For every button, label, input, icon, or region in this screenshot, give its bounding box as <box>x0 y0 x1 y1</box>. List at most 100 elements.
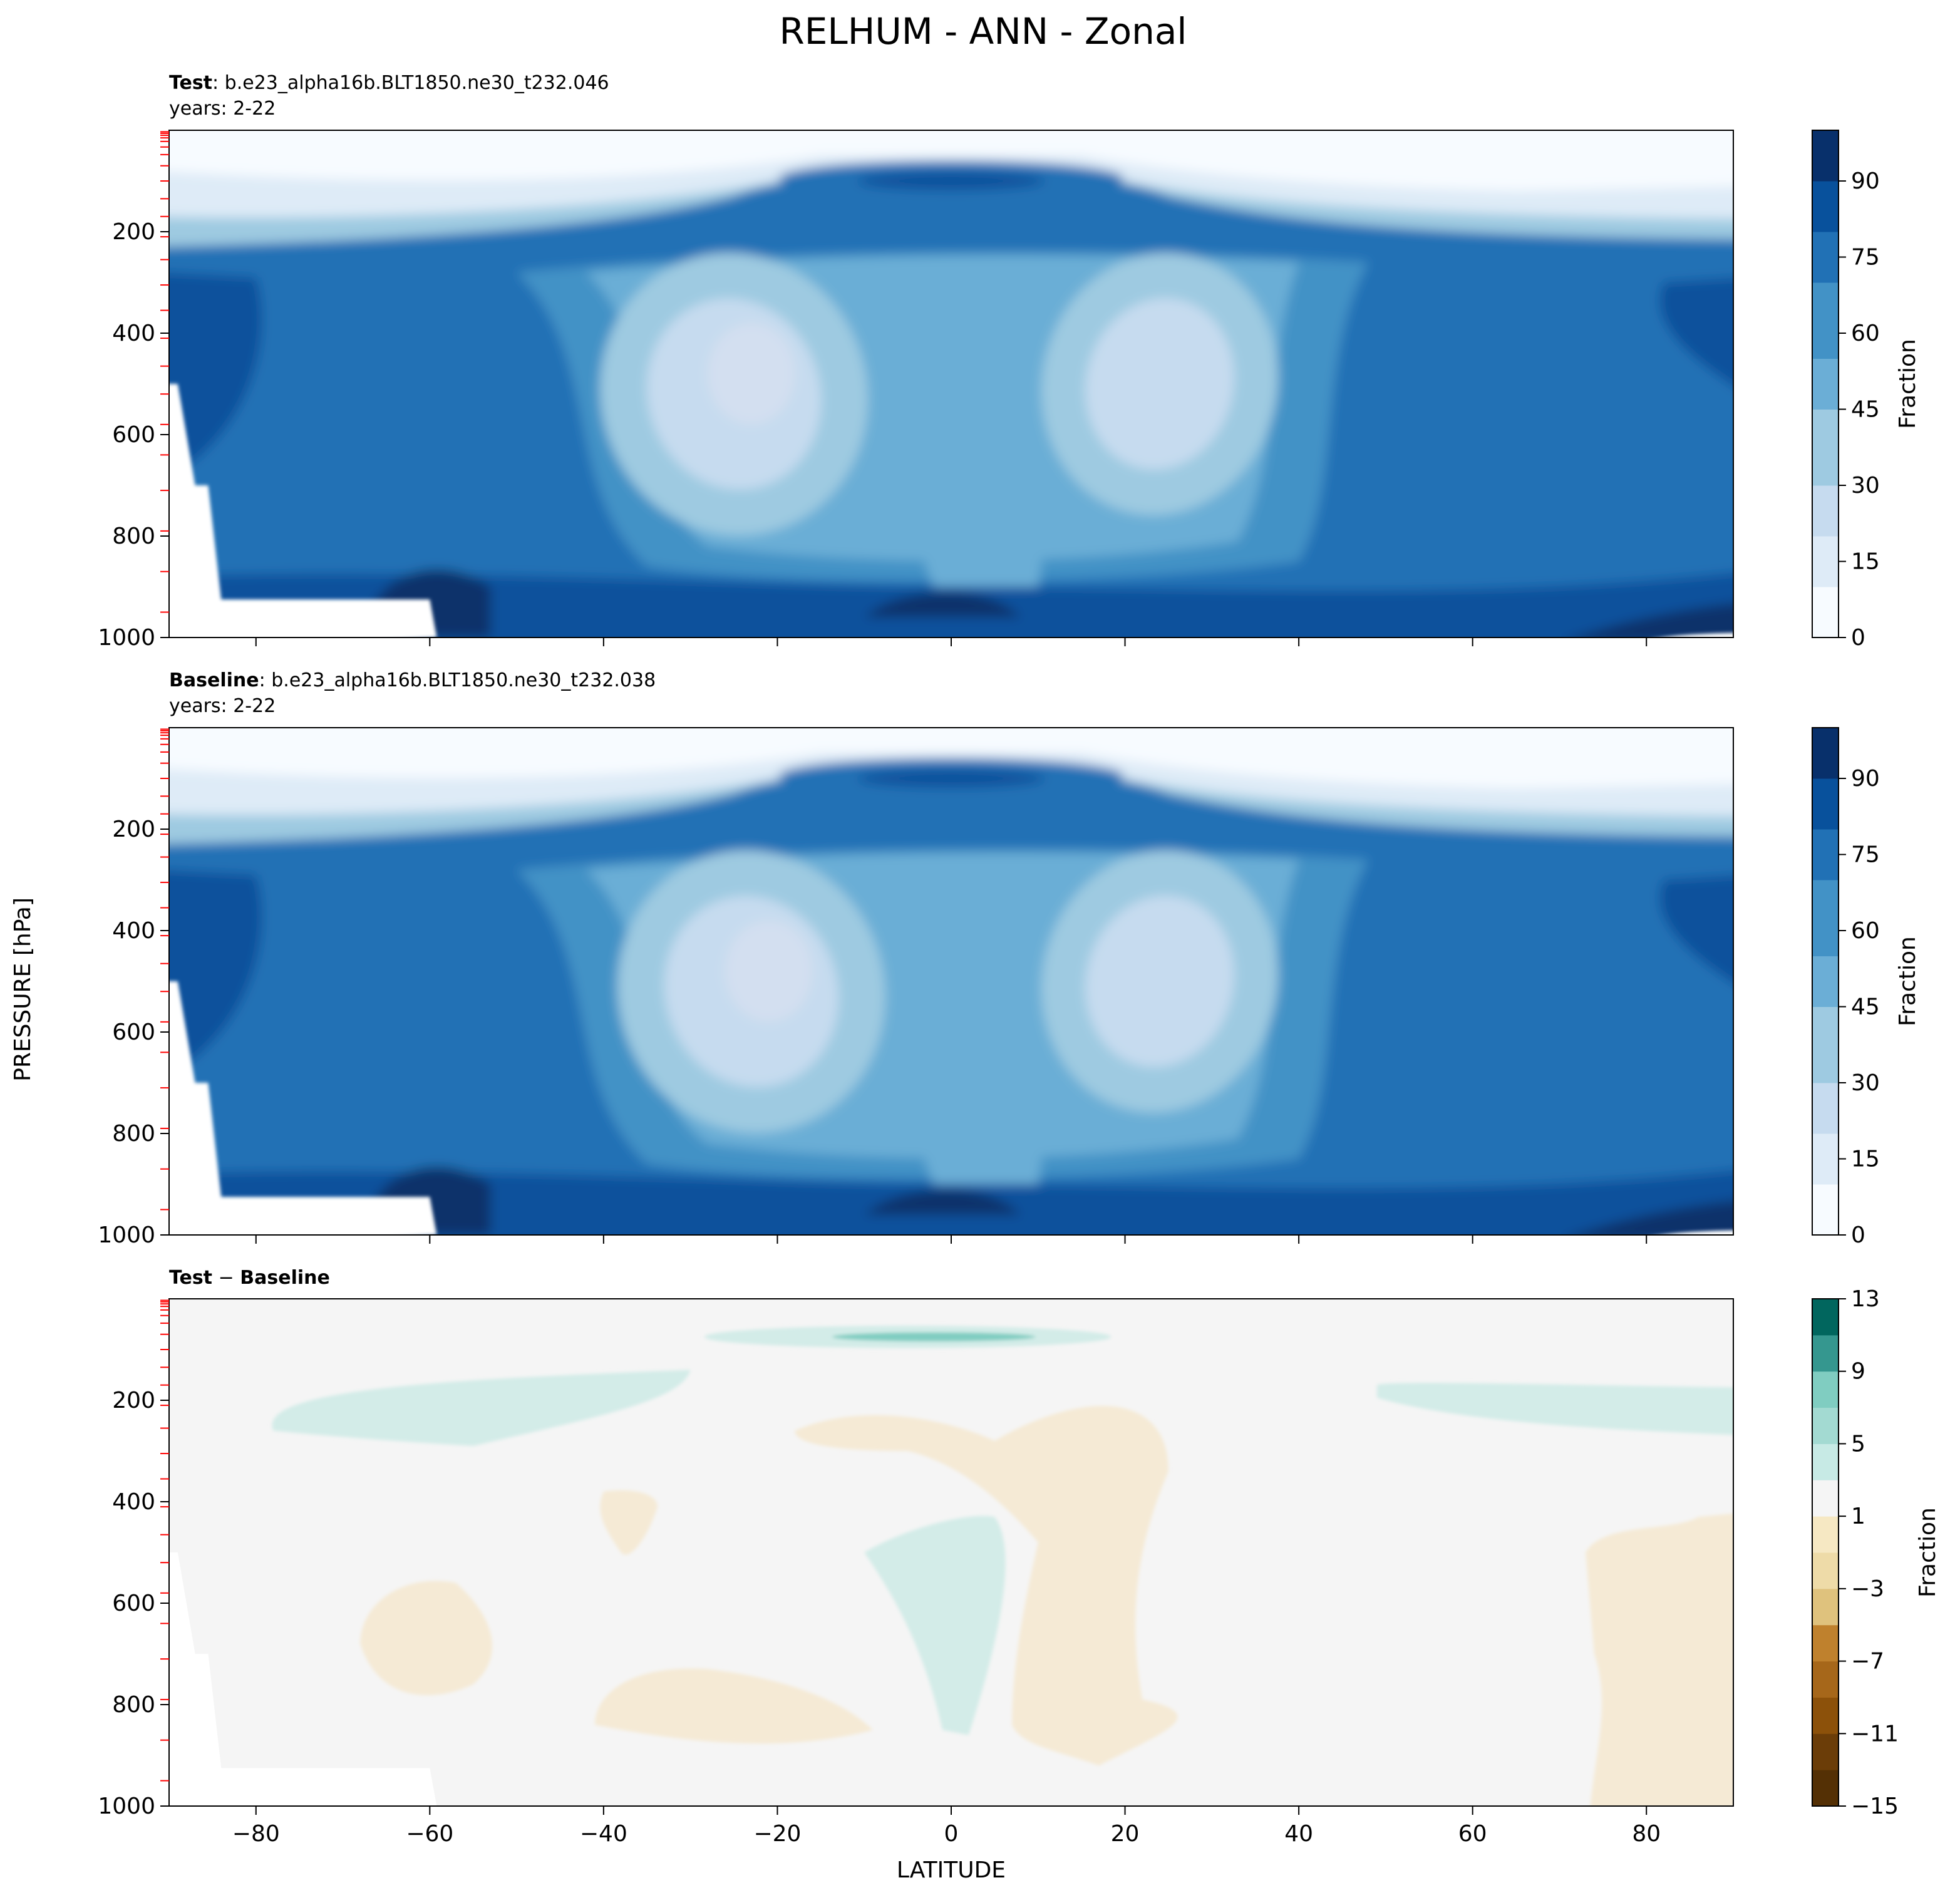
colorbar-tick-label: 75 <box>1851 842 1880 868</box>
colorbar-band <box>1812 232 1839 257</box>
colorbar-tick-label: 90 <box>1851 168 1880 194</box>
difference-label-sep: − <box>212 1267 240 1289</box>
colorbar-band <box>1812 612 1839 638</box>
y-tick-label: 400 <box>112 918 155 944</box>
colorbar-band <box>1812 829 1839 855</box>
x-tick-label: 0 <box>944 1821 959 1847</box>
y-tick-label: 600 <box>112 1020 155 1045</box>
x-tick-label: −80 <box>232 1821 280 1847</box>
colorbar-band <box>1812 130 1839 156</box>
colorbar-band <box>1812 587 1839 612</box>
colorbar-frame <box>1812 727 1839 1236</box>
colorbar-band <box>1812 981 1839 1007</box>
y-tick-label: 1000 <box>98 1794 155 1819</box>
colorbar-band <box>1812 803 1839 830</box>
y-axis-label: PRESSURE [hPa] <box>10 897 36 1082</box>
colorbar-band <box>1812 778 1839 804</box>
baseline-label-case: : b.e23_alpha16b.BLT1850.ne30_t232.038 <box>259 669 656 691</box>
colorbar-tick-label: 90 <box>1851 766 1880 792</box>
colorbar-band <box>1812 358 1839 385</box>
x-axis-label: LATITUDE <box>897 1857 1006 1883</box>
colorbar-band <box>1812 1057 1839 1083</box>
colorbar-tick-label: 75 <box>1851 245 1880 271</box>
colorbar-band <box>1812 1516 1839 1553</box>
colorbar-band <box>1812 282 1839 308</box>
colorbar-band <box>1812 181 1839 207</box>
colorbar-band <box>1812 1133 1839 1159</box>
colorbar-tick-label: 60 <box>1851 918 1880 944</box>
colorbar-tick-label: 9 <box>1851 1359 1865 1385</box>
colorbar-tick-label: 0 <box>1851 1222 1865 1248</box>
colorbar-band <box>1812 1159 1839 1185</box>
colorbar-band <box>1812 1697 1839 1734</box>
colorbar-band <box>1812 1733 1839 1770</box>
colorbar-band <box>1812 1209 1839 1236</box>
colorbar-tick-label: 45 <box>1851 397 1880 423</box>
colorbar-band <box>1812 1006 1839 1033</box>
colorbar-band <box>1812 485 1839 511</box>
colorbar-band <box>1812 854 1839 880</box>
difference-label-baseline: Baseline <box>240 1267 330 1289</box>
colorbar-band <box>1812 905 1839 931</box>
colorbar-band <box>1812 1184 1839 1210</box>
colorbar-band <box>1812 956 1839 982</box>
test-label-case: : b.e23_alpha16b.BLT1850.ne30_t232.046 <box>212 72 609 94</box>
colorbar-tick-label: 1 <box>1851 1504 1865 1529</box>
test-contour-field <box>169 130 1733 638</box>
colorbar-band <box>1812 155 1839 182</box>
colorbar-band <box>1812 333 1839 359</box>
colorbar-band <box>1812 307 1839 334</box>
y-tick-label: 600 <box>112 1591 155 1616</box>
colorbar-frame <box>1812 130 1839 638</box>
colorbar-band <box>1812 536 1839 562</box>
y-tick-label: 1000 <box>98 1222 155 1248</box>
test-panel-label: Test: b.e23_alpha16b.BLT1850.ne30_t232.0… <box>169 72 609 94</box>
x-tick-label: −40 <box>580 1821 627 1847</box>
x-tick-label: 20 <box>1111 1821 1140 1847</box>
x-tick-label: 60 <box>1458 1821 1487 1847</box>
colorbar-band <box>1812 257 1839 283</box>
test-years-label: years: 2-22 <box>169 98 276 120</box>
colorbar-band <box>1812 1443 1839 1480</box>
y-tick-label: 200 <box>112 1388 155 1413</box>
colorbar-frame <box>1812 1298 1839 1807</box>
difference-label-test: Test <box>169 1267 212 1289</box>
x-tick-label: 80 <box>1632 1821 1661 1847</box>
colorbar-label: Fraction <box>1895 339 1921 429</box>
colorbar-band <box>1812 1588 1839 1626</box>
colorbar-tick-label: 60 <box>1851 321 1880 346</box>
colorbar-band <box>1812 931 1839 956</box>
colorbar-band <box>1812 384 1839 410</box>
y-tick-label: 200 <box>112 817 155 842</box>
x-tick-label: 40 <box>1284 1821 1313 1847</box>
y-tick-label: 600 <box>112 422 155 448</box>
colorbar-band <box>1812 1661 1839 1698</box>
figure-title: RELHUM - ANN - Zonal <box>779 10 1187 53</box>
colorbar-band <box>1812 1083 1839 1108</box>
colorbar-tick-label: −15 <box>1851 1794 1899 1819</box>
colorbar-tick-label: 13 <box>1851 1286 1880 1312</box>
colorbar-band <box>1812 1770 1839 1807</box>
y-tick-label: 1000 <box>98 625 155 651</box>
x-tick-label: −60 <box>406 1821 453 1847</box>
colorbar-band <box>1812 1108 1839 1134</box>
colorbar-band <box>1812 1407 1839 1444</box>
y-tick-label: 800 <box>112 1121 155 1147</box>
colorbar-tick-label: 15 <box>1851 549 1880 575</box>
colorbar-band <box>1812 460 1839 486</box>
colorbar-band <box>1812 435 1839 460</box>
colorbar-band <box>1812 880 1839 906</box>
colorbar-band <box>1812 1335 1839 1372</box>
colorbar-band <box>1812 1371 1839 1408</box>
baseline-label-bold: Baseline <box>169 669 259 691</box>
colorbar-band <box>1812 206 1839 232</box>
difference-contour-field <box>169 1299 1733 1806</box>
test-label-bold: Test <box>169 72 212 94</box>
y-tick-label: 400 <box>112 1489 155 1515</box>
colorbar-band <box>1812 510 1839 537</box>
x-tick-label: −20 <box>753 1821 801 1847</box>
colorbar-band <box>1812 728 1839 753</box>
colorbar-band <box>1812 1552 1839 1589</box>
colorbar-tick-label: 5 <box>1851 1431 1865 1457</box>
